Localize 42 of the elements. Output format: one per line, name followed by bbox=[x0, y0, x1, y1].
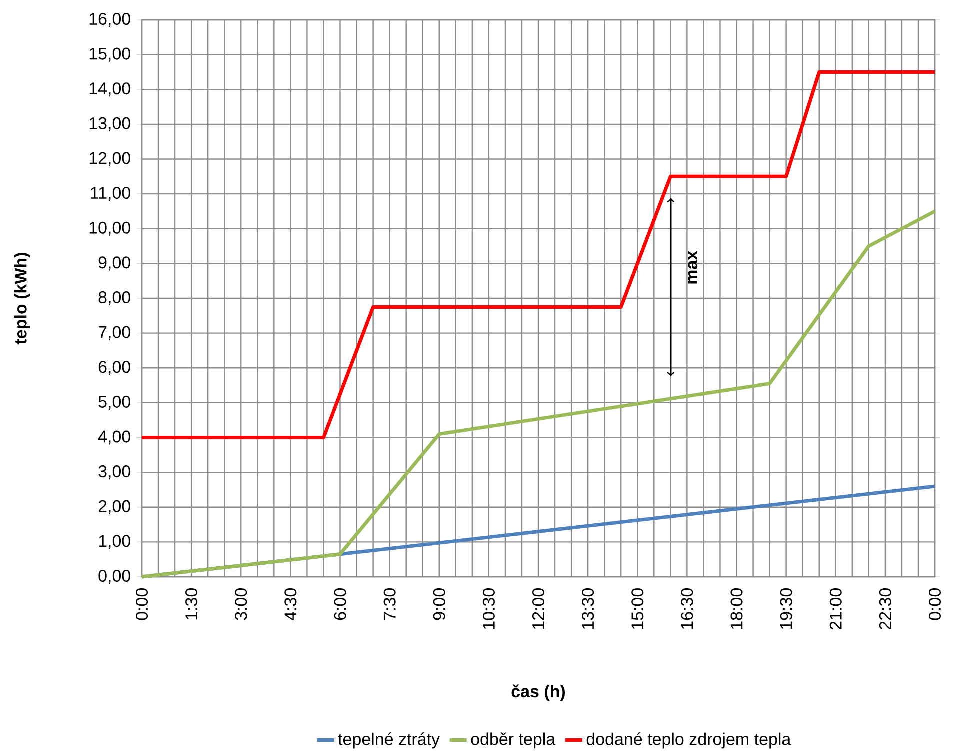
y-tick-label: 10,00 bbox=[90, 222, 130, 236]
y-axis-title: teplo (kWh) bbox=[14, 253, 30, 345]
x-tick-label: 13:30 bbox=[582, 588, 594, 630]
x-tick-label: 3:00 bbox=[235, 588, 248, 620]
y-tick-label: 2,00 bbox=[98, 500, 130, 514]
x-tick-label: 12:00 bbox=[532, 588, 545, 630]
x-tick-label: 7:30 bbox=[384, 588, 396, 620]
annotation: max bbox=[688, 250, 698, 284]
y-tick-label: 0,00 bbox=[98, 570, 130, 584]
y-tick-label: 5,00 bbox=[98, 396, 130, 410]
x-tick-label: 19:30 bbox=[780, 588, 792, 630]
x-tick-label: 16:30 bbox=[681, 588, 694, 630]
legend-label: tepelné ztráty bbox=[338, 732, 440, 749]
y-tick-label: 11,00 bbox=[91, 187, 130, 202]
x-tick-label: 9:00 bbox=[433, 588, 446, 620]
y-tick-label: 12,00 bbox=[90, 152, 130, 166]
x-axis-title: čas (h) bbox=[512, 684, 566, 701]
x-tick-label: 15:00 bbox=[632, 588, 644, 630]
x-tick-label: 18:00 bbox=[730, 588, 743, 630]
x-tick-label: 6:00 bbox=[334, 588, 346, 620]
legend-label: dodané teplo zdrojem tepla bbox=[586, 732, 792, 749]
y-tick-label: 14,00 bbox=[90, 82, 130, 97]
y-tick-label: 15,00 bbox=[90, 48, 130, 62]
y-tick-label: 13,00 bbox=[90, 117, 130, 132]
x-tick-label: 10:30 bbox=[482, 588, 495, 630]
line-series bbox=[140, 70, 937, 440]
x-tick-label: 21:00 bbox=[830, 588, 842, 630]
legend-label: odběr tepla bbox=[471, 732, 556, 749]
x-tick-label: 22:30 bbox=[879, 588, 892, 630]
x-tick-label: 0:00 bbox=[928, 588, 942, 620]
y-tick-label: 3,00 bbox=[98, 466, 130, 480]
y-tick-label: 16,00 bbox=[90, 12, 130, 28]
y-tick-label: 1,00 bbox=[99, 535, 130, 550]
y-tick-label: 9,00 bbox=[98, 256, 130, 271]
x-tick-label: 1:30 bbox=[186, 588, 198, 620]
y-tick-label: 7,00 bbox=[98, 326, 130, 340]
line-series bbox=[140, 210, 937, 579]
x-tick-label: 0:00 bbox=[136, 588, 148, 620]
x-tick-label: 4:30 bbox=[284, 588, 297, 621]
y-tick-label: 4,00 bbox=[98, 430, 130, 445]
y-tick-label: 8,00 bbox=[98, 291, 130, 306]
y-tick-label: 6,00 bbox=[98, 361, 130, 376]
